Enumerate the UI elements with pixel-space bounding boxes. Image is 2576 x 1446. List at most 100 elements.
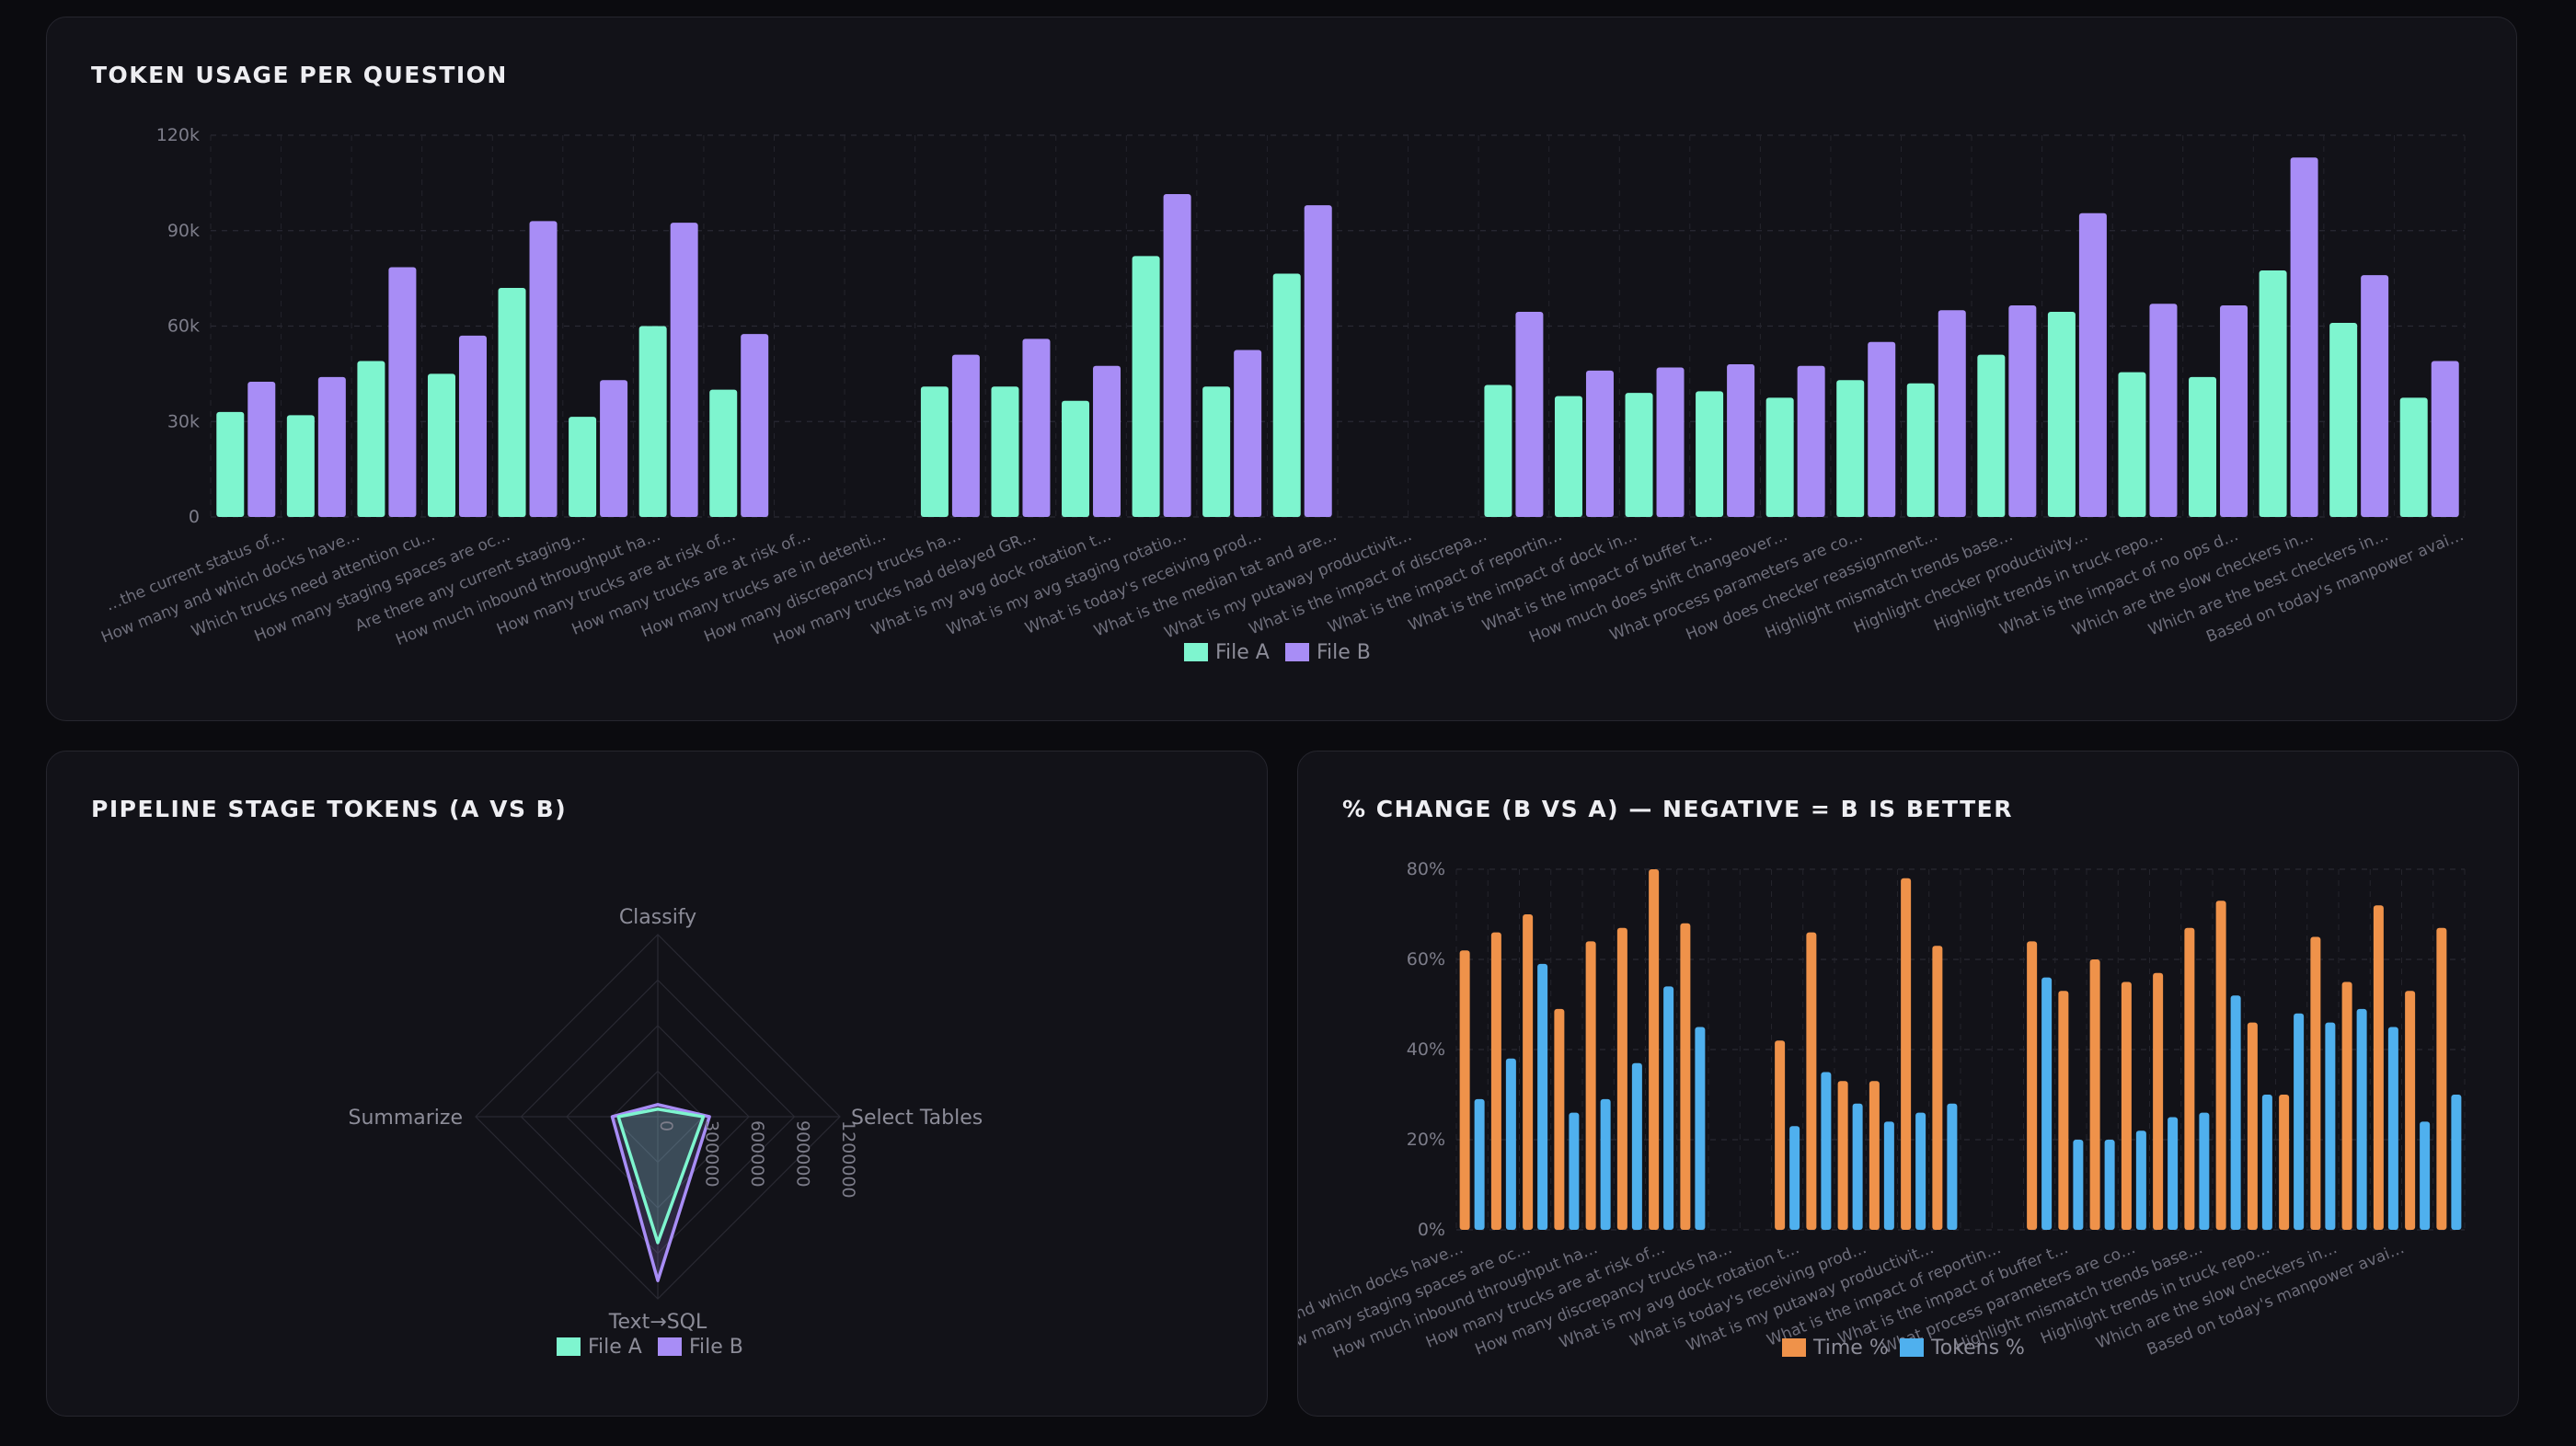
bar-file-b — [1234, 350, 1262, 517]
bar-file-b — [741, 334, 769, 517]
bar-tokens- — [2168, 1117, 2179, 1230]
radar-axis-label: Classify — [619, 906, 696, 929]
bar-tokens- — [2041, 977, 2053, 1230]
legend-label: File B — [689, 1336, 743, 1359]
legend-label: File A — [588, 1336, 642, 1359]
bar-file-b — [1022, 339, 1051, 517]
bar-time- — [2184, 927, 2195, 1230]
bar-tokens- — [1631, 1062, 1642, 1230]
bar-file-b — [1585, 370, 1614, 517]
bar-tokens- — [2356, 1008, 2367, 1230]
bar-file-b — [2220, 305, 2248, 517]
bar-time- — [2341, 981, 2352, 1230]
bar-file-a — [1062, 400, 1090, 517]
y-tick-label: 40% — [1407, 1039, 1445, 1060]
legend: File A File B — [1184, 641, 1371, 664]
bar-file-a — [2118, 372, 2146, 517]
bar-tokens- — [2261, 1095, 2272, 1230]
bar-file-a — [498, 288, 526, 517]
legend-swatch — [1285, 643, 1309, 661]
bar-time- — [1554, 1008, 1565, 1230]
bar-tokens- — [2199, 1112, 2210, 1230]
radar-tick-label: 1200000 — [838, 1120, 858, 1199]
y-tick-label: 20% — [1407, 1130, 1445, 1150]
bar-tokens- — [1883, 1121, 1894, 1230]
radar-axis-label: Text→SQL — [608, 1311, 707, 1334]
bar-tokens- — [2135, 1130, 2146, 1230]
y-tick-label: 30k — [167, 411, 200, 431]
bar-tokens- — [2294, 1013, 2305, 1230]
bar-file-b — [2149, 304, 2178, 517]
bar-file-a — [1625, 393, 1653, 517]
bar-file-b — [951, 354, 980, 517]
legend-swatch — [1184, 643, 1208, 661]
bar-time- — [1901, 878, 1912, 1230]
bar-tokens- — [2230, 995, 2241, 1230]
bar-file-a — [2399, 397, 2428, 517]
pipeline-radar-chart: 0 300000 600000 900000 1200000 Classify Select… — [349, 906, 983, 1359]
bar-file-a — [1202, 386, 1231, 517]
bar-file-b — [670, 223, 698, 517]
bar-file-b — [2361, 275, 2389, 517]
bar-time- — [1680, 923, 1691, 1230]
bar-file-a — [1554, 396, 1582, 517]
bar-file-b — [1656, 367, 1685, 517]
bar-time- — [1837, 1081, 1848, 1230]
legend-label: File A — [1215, 641, 1270, 664]
legend-label: File B — [1317, 641, 1371, 664]
pct-change-panel: % CHANGE (B VS A) — NEGATIVE = B IS BETT… — [1297, 751, 2519, 1417]
bar-tokens- — [2104, 1140, 2115, 1230]
bar-tokens- — [2073, 1140, 2084, 1230]
y-tick-label: 0% — [1418, 1220, 1445, 1240]
y-tick-label: 80% — [1407, 859, 1445, 879]
bar-file-b — [1797, 365, 1825, 517]
bar-file-b — [2431, 361, 2459, 517]
bar-file-a — [638, 326, 667, 517]
radar-tick-label: 0 — [656, 1120, 676, 1131]
bar-file-a — [991, 386, 1019, 517]
bar-tokens- — [1947, 1103, 1958, 1230]
pct-change-chart: 0%20%40%60%80%any and which docks have…H… — [1298, 859, 2466, 1362]
bar-file-b — [2078, 212, 2107, 517]
bar-file-a — [2259, 270, 2287, 517]
legend: File A File B — [557, 1336, 743, 1359]
bar-file-a — [2329, 323, 2358, 517]
bar-time- — [1932, 946, 1943, 1230]
bar-time- — [2153, 972, 2164, 1230]
bar-time- — [1459, 950, 1470, 1230]
bar-file-b — [1727, 364, 1755, 517]
bar-tokens- — [1537, 963, 1548, 1230]
radar-series-file-a — [616, 1107, 706, 1245]
bar-file-a — [709, 389, 738, 517]
bar-time- — [2089, 959, 2100, 1230]
bar-time- — [2405, 991, 2416, 1230]
bar-file-a — [1132, 256, 1160, 517]
bar-time- — [2027, 941, 2038, 1230]
bar-file-b — [1163, 193, 1191, 517]
y-tick-label: 120k — [156, 125, 200, 145]
radar-axis-label: Summarize — [349, 1107, 464, 1130]
bar-file-b — [600, 380, 628, 517]
bar-file-a — [2047, 311, 2076, 517]
bar-file-a — [1906, 383, 1935, 517]
bar-file-a — [1484, 384, 1512, 517]
radar-series-file-b — [610, 1103, 711, 1282]
bar-file-a — [2189, 376, 2217, 517]
bar-file-a — [1977, 354, 2006, 517]
bar-tokens- — [1600, 1098, 1611, 1230]
bar-tokens- — [1821, 1072, 1832, 1230]
bar-file-b — [388, 267, 417, 517]
bar-tokens- — [1474, 1098, 1485, 1230]
bar-file-b — [1093, 365, 1121, 517]
radar-area: 0 300000 600000 900000 1200000 Classify Select… — [349, 906, 983, 1334]
bar-time- — [2215, 901, 2226, 1230]
bar-time- — [2279, 1095, 2290, 1230]
token-usage-title: TOKEN USAGE PER QUESTION — [91, 62, 508, 88]
bar-tokens- — [1789, 1126, 1800, 1230]
legend-swatch — [1782, 1338, 1806, 1357]
bar-tokens- — [2451, 1095, 2462, 1230]
bar-file-b — [1868, 341, 1896, 517]
bar-time- — [2058, 991, 2069, 1230]
